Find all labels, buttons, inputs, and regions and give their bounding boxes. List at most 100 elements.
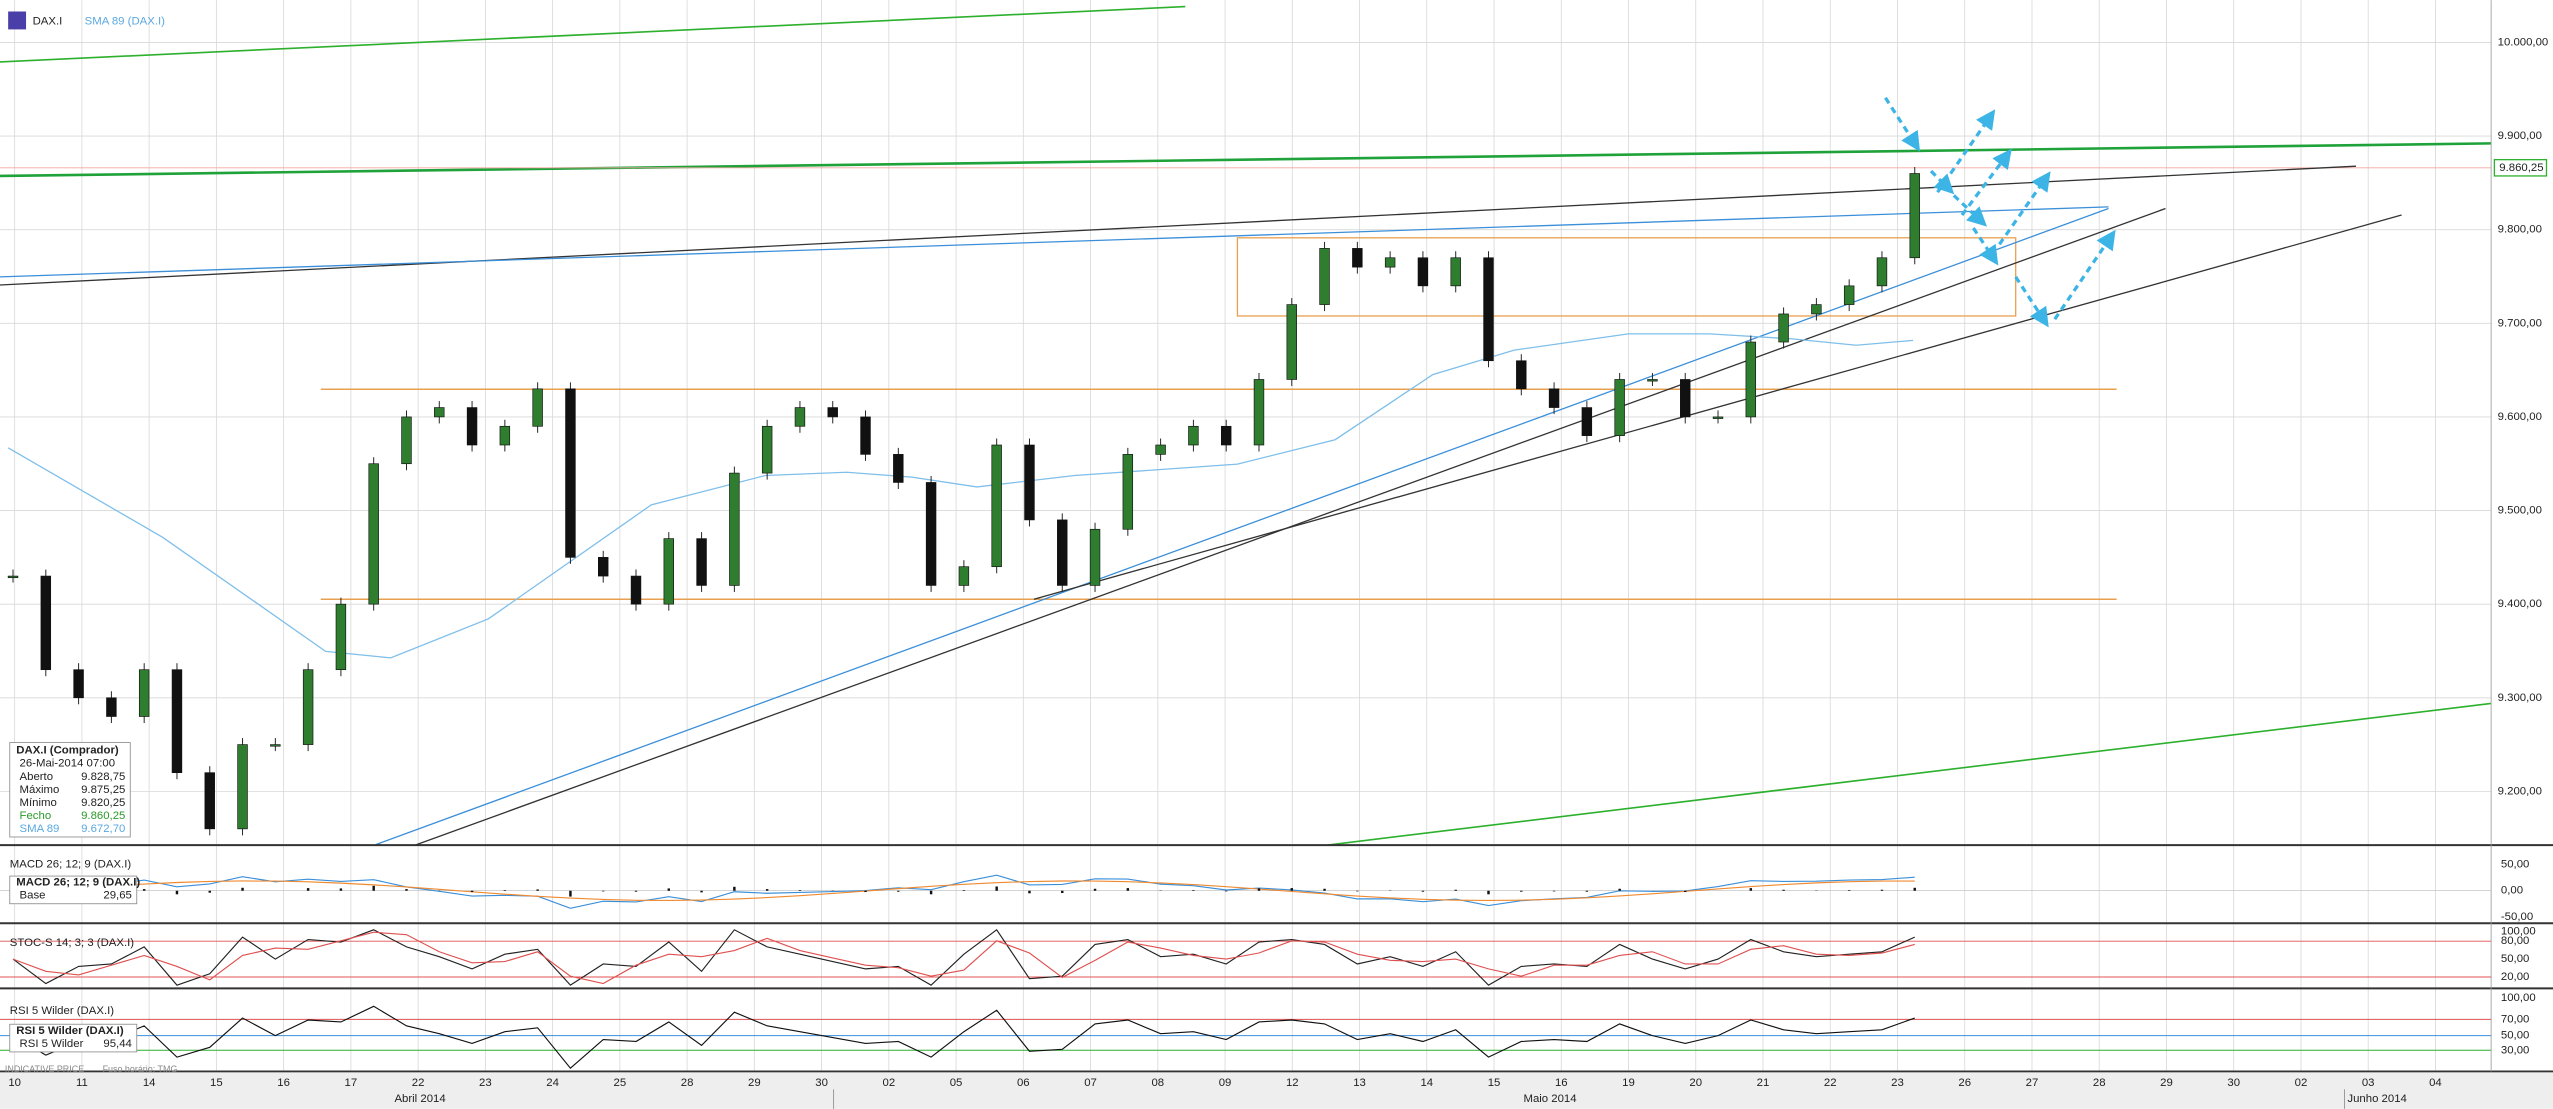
info-title: DAX.I (Comprador) (16, 745, 119, 757)
candle (302, 669, 314, 745)
price-tick-label: 10.000,00 (2498, 36, 2549, 48)
candle (827, 407, 838, 418)
candle (1024, 444, 1035, 521)
date-label: 13 (1353, 1077, 1366, 1089)
info-value: 9.820,25 (81, 797, 125, 809)
trend-line (374, 207, 2109, 846)
candle (860, 416, 871, 455)
candle (565, 388, 576, 558)
symbol-icon[interactable] (8, 11, 27, 30)
date-label: 07 (1084, 1077, 1097, 1089)
indicator-box-value: 95,44 (103, 1038, 131, 1050)
candle (991, 444, 1002, 568)
indicator-scale-label: 80,00 (2501, 935, 2529, 947)
price-tick-label: 9.700,00 (2498, 317, 2542, 329)
date-label: 15 (210, 1077, 223, 1089)
date-label: 02 (883, 1077, 896, 1089)
date-label: 17 (345, 1077, 358, 1089)
candle (1745, 341, 1757, 418)
info-label: SMA 89 (20, 823, 60, 835)
indicator-label[interactable]: RSI 5 Wilder (DAX.I) (10, 1005, 114, 1017)
stoch-d (12, 931, 1915, 985)
date-labels: 10 11 14 15 16 17 22 23 24 25 28 29 30 02 05 06 07 08 09 12… (8, 1077, 2442, 1109)
candle (1352, 248, 1363, 268)
candle (794, 407, 806, 427)
panel-borders (0, 0, 2553, 1073)
date-label: 19 (1622, 1077, 1635, 1089)
candle (1450, 257, 1461, 287)
info-value: 9.828,75 (81, 771, 125, 783)
date-label: 08 (1151, 1077, 1164, 1089)
candle (1614, 379, 1625, 436)
last-price: 9.860,25 (2499, 162, 2543, 174)
indicator-box (9, 1023, 138, 1053)
indicator-scale-label: -50,00 (2501, 911, 2533, 923)
trend-line (0, 142, 2492, 178)
drawings (0, 5, 2492, 846)
trend-line (1033, 214, 2402, 600)
date-label: 16 (277, 1077, 290, 1089)
info-value: 9.875,25 (81, 784, 125, 796)
candle (729, 472, 740, 586)
candle (1089, 528, 1101, 586)
date-label: 21 (1757, 1077, 1770, 1089)
indicator-scale-label: 100,00 (2501, 992, 2536, 1004)
candle (958, 566, 970, 586)
candle (1483, 257, 1494, 362)
info-box (9, 742, 131, 838)
date-label: 29 (2160, 1077, 2173, 1089)
candle (1384, 257, 1396, 268)
candle (1548, 388, 1560, 408)
range-box (1236, 237, 2017, 317)
date-label: 10 (8, 1077, 21, 1089)
candle (499, 425, 511, 446)
date-label: 06 (1017, 1077, 1030, 1089)
indicator-label[interactable]: MACD 26; 12; 9 (DAX.I) (10, 859, 132, 871)
candle (368, 463, 379, 605)
candle (1581, 407, 1593, 436)
candle (204, 772, 215, 830)
candle (237, 744, 248, 830)
date-label: 02 (2295, 1077, 2308, 1089)
candle (1286, 304, 1297, 380)
date-label: 23 (1891, 1077, 1904, 1089)
candle (1155, 444, 1166, 455)
candle (1876, 257, 1888, 287)
candle (1843, 285, 1855, 305)
projection-arrows (1884, 96, 2116, 328)
price-tick-label: 9.800,00 (2498, 224, 2542, 236)
stoch-k (12, 928, 1915, 986)
date-label: 24 (546, 1077, 559, 1089)
price-tick-label: 9.600,00 (2498, 411, 2542, 423)
indicator-box-label: Base (20, 890, 46, 902)
candle (1811, 304, 1822, 315)
date-label: 28 (681, 1077, 694, 1089)
date-label: 23 (479, 1077, 492, 1089)
indicator-label[interactable]: STOC-S 14; 3; 3 (DAX.I) (10, 937, 135, 949)
date-label: 30 (2227, 1077, 2240, 1089)
price-tick-label: 9.200,00 (2498, 785, 2542, 797)
overlay-label[interactable]: SMA 89 (DAX.I) (85, 15, 165, 27)
candle (1253, 379, 1265, 446)
indicator-scale-label: 50,00 (2501, 1030, 2529, 1042)
date-label: 25 (614, 1077, 627, 1089)
indicator-panels: MACD 26; 12; 9 (DAX.I) 50,00 0,00 -50,00 MAC… (9, 859, 2536, 1056)
month-label: Junho 2014 (2347, 1093, 2406, 1105)
candle (630, 575, 642, 605)
indicator-box-title: RSI 5 Wilder (DAX.I) (16, 1025, 124, 1037)
trend-line (0, 5, 1186, 63)
candle (1220, 425, 1232, 446)
footer-timezone: Fuso horário: TMG (103, 1064, 178, 1074)
indicator-box-label: RSI 5 Wilder (20, 1038, 84, 1050)
indicator-scale-label: 30,00 (2501, 1044, 2529, 1056)
symbol-label[interactable]: DAX.I (33, 15, 63, 27)
candle (598, 557, 609, 577)
macd-signal (12, 880, 1915, 902)
date-label: 16 (1555, 1077, 1568, 1089)
candle (1778, 313, 1789, 343)
info-rows: Aberto 9.828,75 Máximo 9.875,25 Mínimo 9.820,… (20, 771, 126, 835)
candle (335, 603, 347, 671)
indicator-box-title: MACD 26; 12; 9 (DAX.I) (16, 877, 140, 889)
price-tick-label: 9.500,00 (2498, 505, 2542, 517)
info-date: 26-Mai-2014 07:00 (20, 758, 116, 770)
